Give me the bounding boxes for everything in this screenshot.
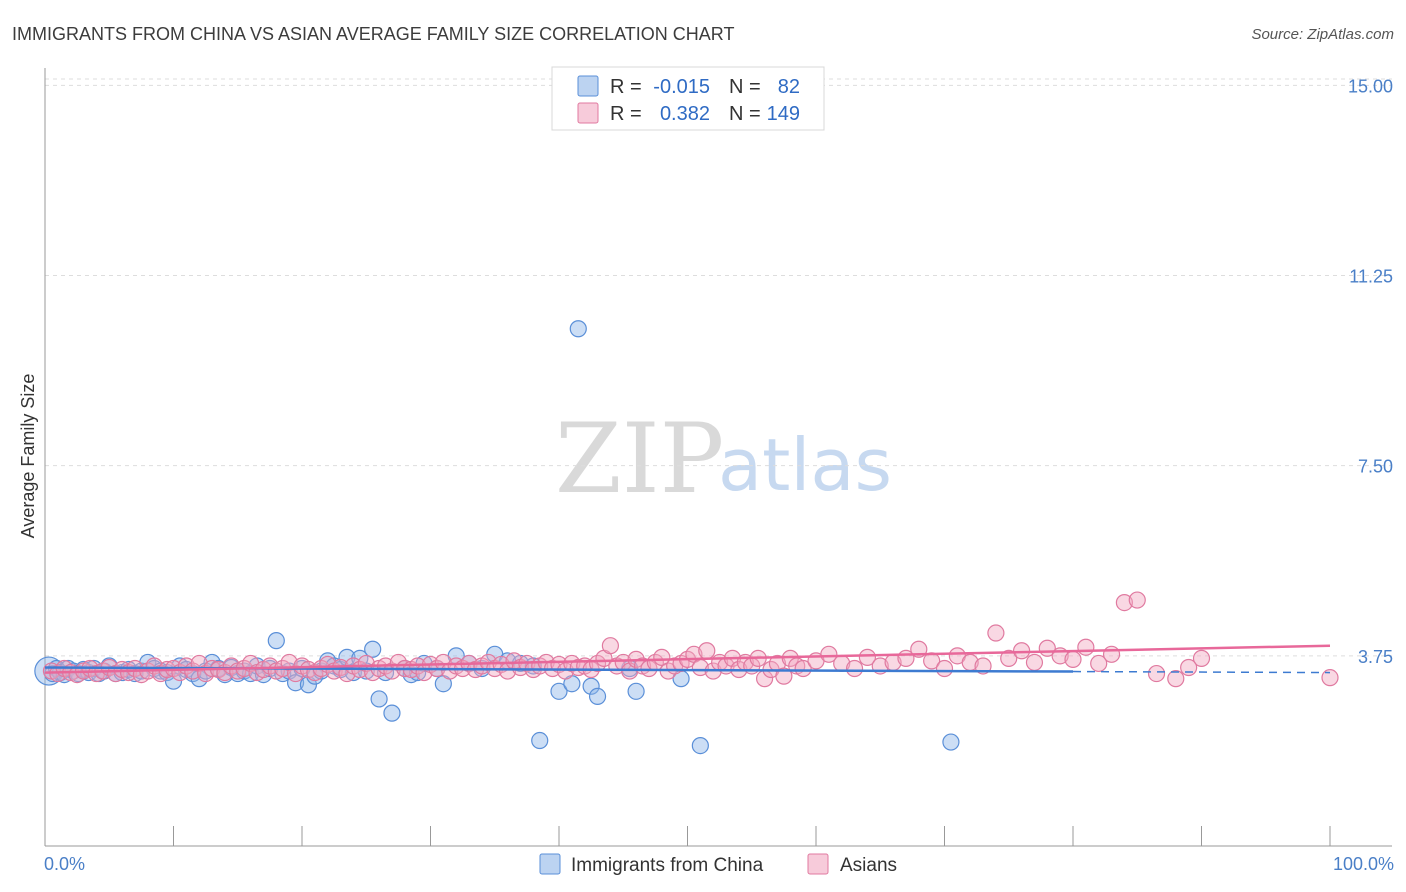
y-axis-label: Average Family Size bbox=[18, 374, 38, 539]
data-point bbox=[1128, 591, 1146, 609]
legend-swatch-asians bbox=[577, 102, 599, 124]
chart-source: Source: ZipAtlas.com bbox=[1251, 26, 1394, 43]
legend-r-label-china: R = bbox=[610, 76, 642, 98]
trend-line-china-extension bbox=[1072, 670, 1331, 674]
series-immigrants-from-china bbox=[34, 320, 960, 755]
data-point bbox=[582, 677, 600, 695]
y-tick-label: 7.50 bbox=[1358, 457, 1393, 477]
data-point bbox=[775, 667, 793, 685]
data-point bbox=[383, 704, 401, 722]
data-point bbox=[1077, 638, 1095, 656]
data-point bbox=[691, 736, 709, 755]
legend-n-value-asians: 149 bbox=[767, 103, 800, 125]
x-axis-ticks bbox=[44, 826, 1331, 846]
legend-r-value-asians: 0.382 bbox=[660, 103, 710, 125]
data-point bbox=[1115, 593, 1134, 612]
watermark-zip: ZIP bbox=[555, 403, 724, 515]
y-tick-label: 3.75 bbox=[1358, 647, 1393, 667]
legend-n-label-china: N = bbox=[729, 76, 761, 98]
data-point bbox=[402, 666, 420, 684]
legend-bottom-swatch-asians bbox=[807, 853, 829, 875]
data-point bbox=[286, 674, 305, 692]
legend-r-label-asians: R = bbox=[610, 103, 642, 125]
data-point bbox=[845, 659, 864, 678]
chart-title: IMMIGRANTS FROM CHINA VS ASIAN AVERAGE F… bbox=[12, 24, 734, 44]
legend-bottom-label-china: Immigrants from China bbox=[571, 855, 764, 876]
data-point bbox=[1321, 669, 1339, 687]
data-point bbox=[267, 632, 285, 650]
x-tick-label-min: 0.0% bbox=[44, 854, 85, 874]
data-point bbox=[987, 624, 1005, 642]
data-point bbox=[794, 659, 812, 678]
legend-swatch-china bbox=[577, 75, 599, 97]
watermark: ZIP atlas bbox=[555, 403, 892, 515]
data-point bbox=[254, 666, 273, 684]
data-point bbox=[383, 662, 401, 680]
data-point bbox=[364, 640, 382, 658]
data-point bbox=[1090, 654, 1108, 673]
data-point bbox=[1000, 649, 1018, 667]
legend-r-value-china: -0.015 bbox=[653, 76, 710, 98]
data-point bbox=[569, 658, 587, 677]
data-point bbox=[1147, 664, 1166, 683]
data-point bbox=[1025, 653, 1044, 672]
y-axis-tick-labels: 3.75 7.50 11.25 15.00 bbox=[1348, 76, 1393, 666]
data-point bbox=[1167, 670, 1185, 688]
data-point bbox=[601, 637, 620, 655]
data-point bbox=[357, 654, 375, 673]
legend-n-value-china: 82 bbox=[778, 76, 800, 98]
legend-bottom-label-asians: Asians bbox=[840, 855, 897, 876]
data-point bbox=[627, 682, 645, 700]
trend-lines bbox=[44, 644, 1331, 674]
legend-n-label-asians: N = bbox=[729, 103, 761, 125]
data-point bbox=[531, 731, 549, 750]
data-point bbox=[698, 642, 716, 660]
data-point bbox=[1012, 642, 1031, 660]
data-point bbox=[858, 648, 877, 666]
data-point bbox=[1064, 650, 1082, 668]
y-tick-label: 11.25 bbox=[1349, 267, 1393, 287]
data-point bbox=[942, 733, 960, 751]
data-point bbox=[1192, 649, 1211, 667]
data-point bbox=[370, 690, 388, 708]
data-point bbox=[588, 687, 607, 706]
x-tick-label-max: 100.0% bbox=[1333, 854, 1394, 874]
data-point bbox=[1102, 645, 1121, 663]
data-point bbox=[935, 659, 954, 678]
data-point bbox=[569, 320, 587, 338]
y-tick-label: 15.00 bbox=[1348, 76, 1393, 96]
legend-bottom: Immigrants from China Asians bbox=[539, 853, 897, 876]
watermark-atlas: atlas bbox=[718, 423, 892, 507]
gridlines bbox=[45, 78, 1392, 657]
data-point bbox=[550, 682, 568, 700]
trend-line-asians bbox=[44, 644, 1331, 674]
legend-bottom-swatch-china bbox=[539, 853, 561, 875]
legend-top: R = -0.015 N = 82 R = 0.382 N = 149 bbox=[551, 66, 825, 131]
data-point bbox=[820, 645, 838, 663]
data-point bbox=[434, 653, 452, 672]
